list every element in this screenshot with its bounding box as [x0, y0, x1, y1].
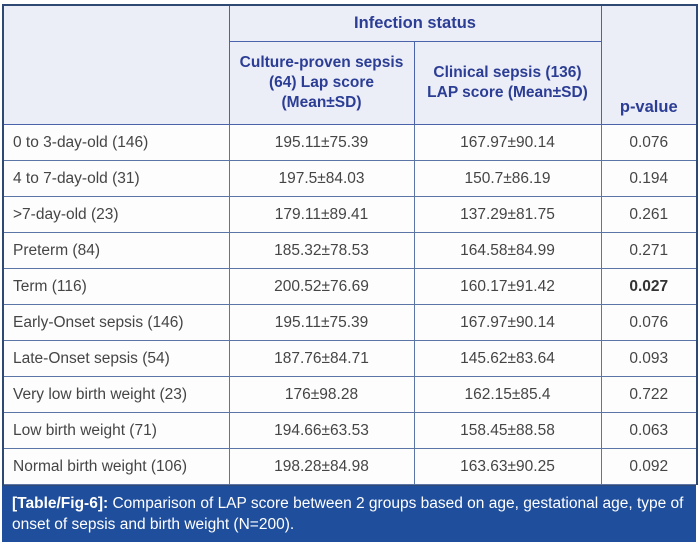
row-label-cell: Term (116)	[2, 268, 230, 305]
culture-value-cell: 179.11±89.41	[228, 196, 415, 233]
clinical-value-cell: 145.62±83.64	[413, 340, 602, 377]
table-row: >7-day-old (23) 179.11±89.41 137.29±81.7…	[2, 196, 698, 233]
p-value-cell: 0.093	[600, 340, 698, 377]
clinical-value-cell: 150.7±86.19	[413, 160, 602, 197]
row-label-cell: Preterm (84)	[2, 232, 230, 269]
row-label-cell: Very low birth weight (23)	[2, 376, 230, 413]
clinical-value-cell: 158.45±88.58	[413, 412, 602, 449]
culture-value-cell: 195.11±75.39	[228, 124, 415, 161]
row-label-cell: Late-Onset sepsis (54)	[2, 340, 230, 377]
p-value-cell: 0.261	[600, 196, 698, 233]
p-value-cell: 0.722	[600, 376, 698, 413]
culture-value-cell: 185.32±78.53	[228, 232, 415, 269]
p-value-cell: 0.271	[600, 232, 698, 269]
clinical-value-cell: 167.97±90.14	[413, 124, 602, 161]
caption-label: [Table/Fig-6]:	[12, 495, 109, 512]
table-row: 0 to 3-day-old (146) 195.11±75.39 167.97…	[2, 124, 698, 161]
table-row: Low birth weight (71) 194.66±63.53 158.4…	[2, 412, 698, 449]
row-label-cell: >7-day-old (23)	[2, 196, 230, 233]
p-value-cell: 0.092	[600, 448, 698, 485]
clinical-value-cell: 137.29±81.75	[413, 196, 602, 233]
table-row: Term (116) 200.52±76.69 160.17±91.42 0.0…	[2, 268, 698, 305]
header-culture-proven: Culture-proven sepsis (64) Lap score (Me…	[228, 41, 415, 125]
header-empty-corner	[2, 4, 230, 125]
culture-value-cell: 176±98.28	[228, 376, 415, 413]
p-value-cell: 0.194	[600, 160, 698, 197]
clinical-value-cell: 164.58±84.99	[413, 232, 602, 269]
header-infection-status: Infection status	[228, 4, 602, 42]
p-value-cell: 0.076	[600, 124, 698, 161]
row-label-cell: 4 to 7-day-old (31)	[2, 160, 230, 197]
table-row: Normal birth weight (106) 198.28±84.98 1…	[2, 448, 698, 485]
clinical-value-cell: 163.63±90.25	[413, 448, 602, 485]
caption-text: Comparison of LAP score between 2 groups…	[12, 495, 684, 534]
clinical-value-cell: 160.17±91.42	[413, 268, 602, 305]
header-clinical-sepsis: Clinical sepsis (136) LAP score (Mean±SD…	[413, 41, 602, 125]
table-body: 0 to 3-day-old (146) 195.11±75.39 167.97…	[2, 124, 698, 485]
culture-value-cell: 198.28±84.98	[228, 448, 415, 485]
row-label-cell: Low birth weight (71)	[2, 412, 230, 449]
table-row: Very low birth weight (23) 176±98.28 162…	[2, 376, 698, 413]
culture-value-cell: 200.52±76.69	[228, 268, 415, 305]
table-figure-container: Infection status p-value Culture-proven …	[2, 4, 698, 542]
row-label-cell: Early-Onset sepsis (146)	[2, 304, 230, 341]
table-caption: [Table/Fig-6]: Comparison of LAP score b…	[2, 485, 696, 542]
culture-value-cell: 187.76±84.71	[228, 340, 415, 377]
culture-value-cell: 194.66±63.53	[228, 412, 415, 449]
row-label-cell: Normal birth weight (106)	[2, 448, 230, 485]
table-row: Early-Onset sepsis (146) 195.11±75.39 16…	[2, 304, 698, 341]
culture-value-cell: 195.11±75.39	[228, 304, 415, 341]
p-value-cell: 0.063	[600, 412, 698, 449]
table-header: Infection status p-value Culture-proven …	[2, 4, 698, 125]
clinical-value-cell: 162.15±85.4	[413, 376, 602, 413]
comparison-table: Infection status p-value Culture-proven …	[2, 4, 698, 485]
table-row: Late-Onset sepsis (54) 187.76±84.71 145.…	[2, 340, 698, 377]
header-p-value: p-value	[600, 4, 698, 125]
row-label-cell: 0 to 3-day-old (146)	[2, 124, 230, 161]
clinical-value-cell: 167.97±90.14	[413, 304, 602, 341]
p-value-cell: 0.076	[600, 304, 698, 341]
table-row: 4 to 7-day-old (31) 197.5±84.03 150.7±86…	[2, 160, 698, 197]
culture-value-cell: 197.5±84.03	[228, 160, 415, 197]
p-value-cell: 0.027	[600, 268, 698, 305]
table-row: Preterm (84) 185.32±78.53 164.58±84.99 0…	[2, 232, 698, 269]
